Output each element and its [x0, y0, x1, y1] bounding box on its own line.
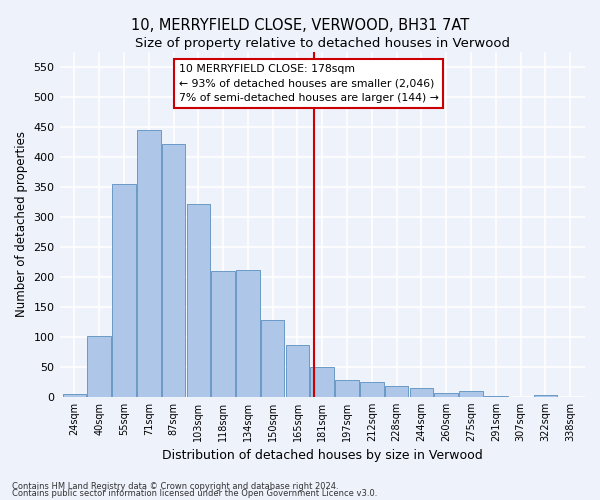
Bar [459, 391, 483, 397]
Bar [360, 382, 383, 397]
Bar [434, 392, 458, 397]
Bar [310, 367, 334, 397]
X-axis label: Distribution of detached houses by size in Verwood: Distribution of detached houses by size … [162, 450, 482, 462]
Bar [88, 336, 111, 397]
Bar [62, 394, 86, 397]
Bar [236, 270, 260, 397]
Bar [112, 184, 136, 397]
Bar [211, 271, 235, 397]
Text: Contains public sector information licensed under the Open Government Licence v3: Contains public sector information licen… [12, 489, 377, 498]
Text: 10, MERRYFIELD CLOSE, VERWOOD, BH31 7AT: 10, MERRYFIELD CLOSE, VERWOOD, BH31 7AT [131, 18, 469, 32]
Bar [385, 386, 409, 397]
Bar [162, 144, 185, 397]
Title: Size of property relative to detached houses in Verwood: Size of property relative to detached ho… [135, 38, 510, 51]
Bar [335, 380, 359, 397]
Bar [187, 204, 210, 397]
Bar [533, 395, 557, 397]
Y-axis label: Number of detached properties: Number of detached properties [15, 131, 28, 317]
Bar [261, 320, 284, 397]
Bar [286, 345, 309, 397]
Text: 10 MERRYFIELD CLOSE: 178sqm
← 93% of detached houses are smaller (2,046)
7% of s: 10 MERRYFIELD CLOSE: 178sqm ← 93% of det… [179, 64, 439, 104]
Bar [484, 396, 508, 397]
Bar [410, 388, 433, 397]
Text: Contains HM Land Registry data © Crown copyright and database right 2024.: Contains HM Land Registry data © Crown c… [12, 482, 338, 491]
Bar [137, 130, 161, 397]
